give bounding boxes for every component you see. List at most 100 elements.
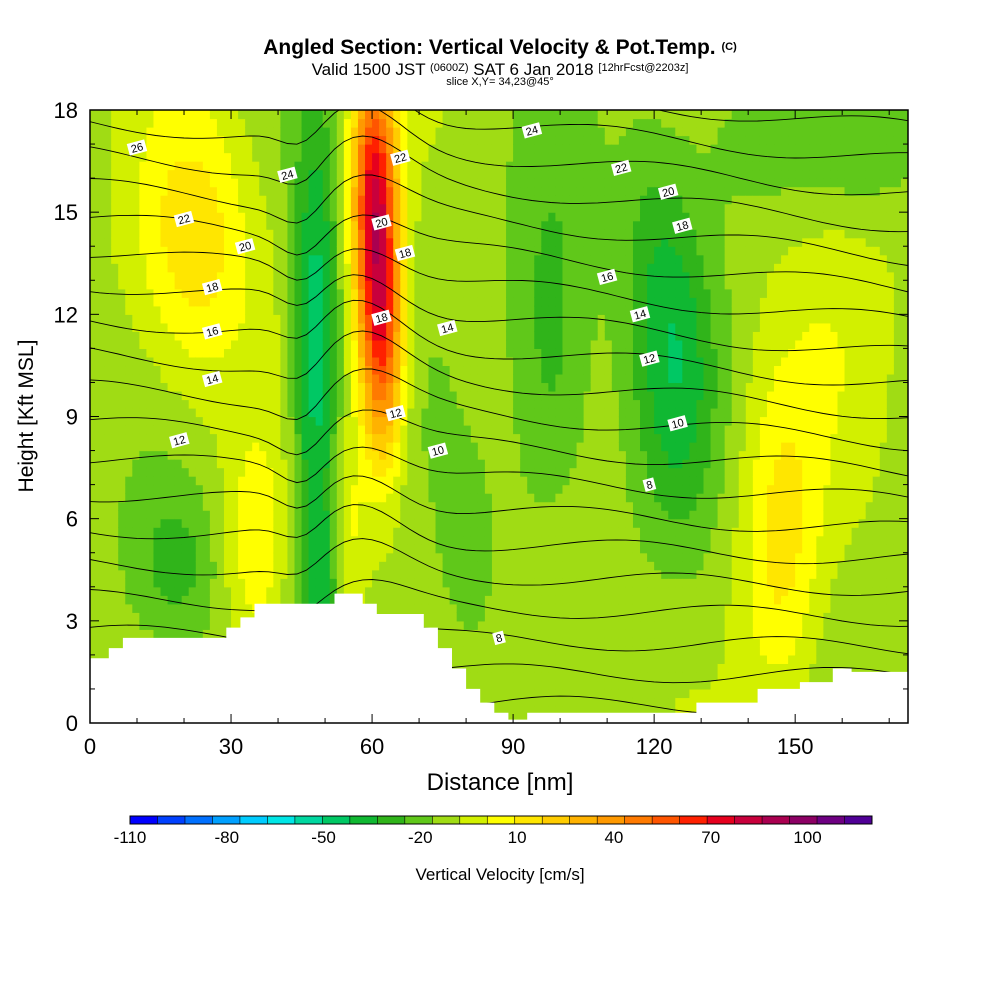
field-cell bbox=[407, 280, 415, 290]
field-cell bbox=[343, 195, 352, 205]
field-cell bbox=[442, 169, 451, 179]
field-cell bbox=[97, 433, 105, 443]
field-cell bbox=[336, 118, 345, 128]
field-cell bbox=[223, 178, 232, 188]
field-cell bbox=[555, 527, 564, 537]
field-cell bbox=[386, 552, 394, 562]
field-cell bbox=[273, 110, 281, 120]
field-cell bbox=[562, 467, 571, 477]
field-cell bbox=[569, 629, 578, 639]
field-cell bbox=[548, 484, 557, 494]
field-cell bbox=[414, 484, 423, 494]
field-cell bbox=[301, 220, 310, 230]
field-cell bbox=[407, 212, 415, 222]
field-cell bbox=[336, 390, 345, 401]
field-cell bbox=[506, 331, 514, 341]
field-cell bbox=[484, 493, 493, 503]
field-cell bbox=[449, 195, 458, 205]
field-cell bbox=[252, 510, 260, 520]
field-cell bbox=[569, 535, 578, 545]
field-cell bbox=[238, 314, 246, 324]
field-cell bbox=[400, 467, 408, 477]
field-cell bbox=[146, 110, 155, 120]
field-cell bbox=[245, 356, 253, 367]
field-cell bbox=[329, 280, 338, 290]
field-cell bbox=[97, 399, 105, 409]
field-cell bbox=[386, 212, 394, 222]
field-cell bbox=[273, 569, 281, 579]
field-cell bbox=[421, 365, 430, 375]
field-cell bbox=[548, 127, 557, 137]
field-cell bbox=[273, 407, 281, 418]
field-cell bbox=[562, 399, 571, 409]
field-cell bbox=[428, 314, 437, 324]
field-cell bbox=[266, 186, 274, 196]
field-cell bbox=[470, 603, 479, 613]
field-cell bbox=[548, 459, 557, 469]
field-cell bbox=[421, 237, 430, 247]
field-cell bbox=[372, 186, 380, 196]
field-cell bbox=[400, 348, 408, 358]
field-cell bbox=[541, 697, 549, 707]
field-cell bbox=[357, 195, 366, 205]
field-cell bbox=[379, 365, 387, 375]
field-cell bbox=[238, 220, 246, 230]
chart-subtitle: Valid 1500 JST (0600Z) SAT 6 Jan 2018 [1… bbox=[0, 60, 1000, 80]
field-cell bbox=[379, 110, 387, 120]
field-cell bbox=[449, 552, 458, 562]
field-cell bbox=[513, 271, 521, 281]
field-cell bbox=[111, 144, 119, 154]
field-cell bbox=[315, 203, 324, 213]
field-cell bbox=[386, 305, 394, 315]
field-cell bbox=[541, 425, 549, 435]
field-cell bbox=[393, 425, 401, 435]
field-cell bbox=[435, 493, 444, 503]
field-cell bbox=[301, 433, 310, 443]
field-cell bbox=[407, 229, 415, 239]
field-cell bbox=[463, 518, 472, 528]
field-cell bbox=[365, 390, 373, 401]
field-cell bbox=[456, 314, 465, 324]
field-cell bbox=[407, 110, 415, 120]
field-cell bbox=[188, 195, 197, 205]
field-cell bbox=[280, 382, 289, 392]
field-cell bbox=[435, 110, 444, 120]
field-cell bbox=[357, 356, 366, 367]
field-cell bbox=[499, 135, 507, 145]
field-cell bbox=[386, 195, 394, 205]
field-cell bbox=[365, 229, 373, 239]
field-cell bbox=[336, 467, 345, 477]
field-cell bbox=[379, 263, 387, 273]
field-cell bbox=[266, 373, 274, 384]
field-cell bbox=[294, 365, 303, 375]
field-cell bbox=[569, 135, 578, 145]
field-cell bbox=[386, 144, 394, 154]
field-cell bbox=[513, 322, 521, 332]
field-cell bbox=[216, 271, 225, 281]
field-cell bbox=[315, 195, 324, 205]
field-cell bbox=[576, 688, 585, 699]
field-cell bbox=[534, 246, 542, 256]
field-cell bbox=[266, 348, 274, 358]
field-cell bbox=[372, 195, 380, 205]
field-cell bbox=[534, 476, 542, 486]
field-cell bbox=[287, 459, 296, 469]
field-cell bbox=[343, 356, 352, 367]
field-cell bbox=[506, 637, 514, 647]
field-cell bbox=[379, 203, 387, 213]
field-cell bbox=[569, 459, 578, 469]
field-cell bbox=[449, 110, 458, 120]
field-cell bbox=[315, 467, 324, 477]
field-cell bbox=[513, 493, 521, 503]
field-cell bbox=[477, 186, 486, 196]
field-cell bbox=[365, 416, 373, 426]
field-cell bbox=[456, 552, 465, 562]
field-cell bbox=[541, 305, 549, 315]
field-cell bbox=[456, 518, 465, 528]
field-cell bbox=[513, 237, 521, 247]
field-cell bbox=[118, 595, 126, 605]
field-cell bbox=[569, 356, 578, 367]
field-cell bbox=[160, 186, 169, 196]
field-cell bbox=[336, 501, 345, 511]
field-cell bbox=[491, 620, 500, 630]
